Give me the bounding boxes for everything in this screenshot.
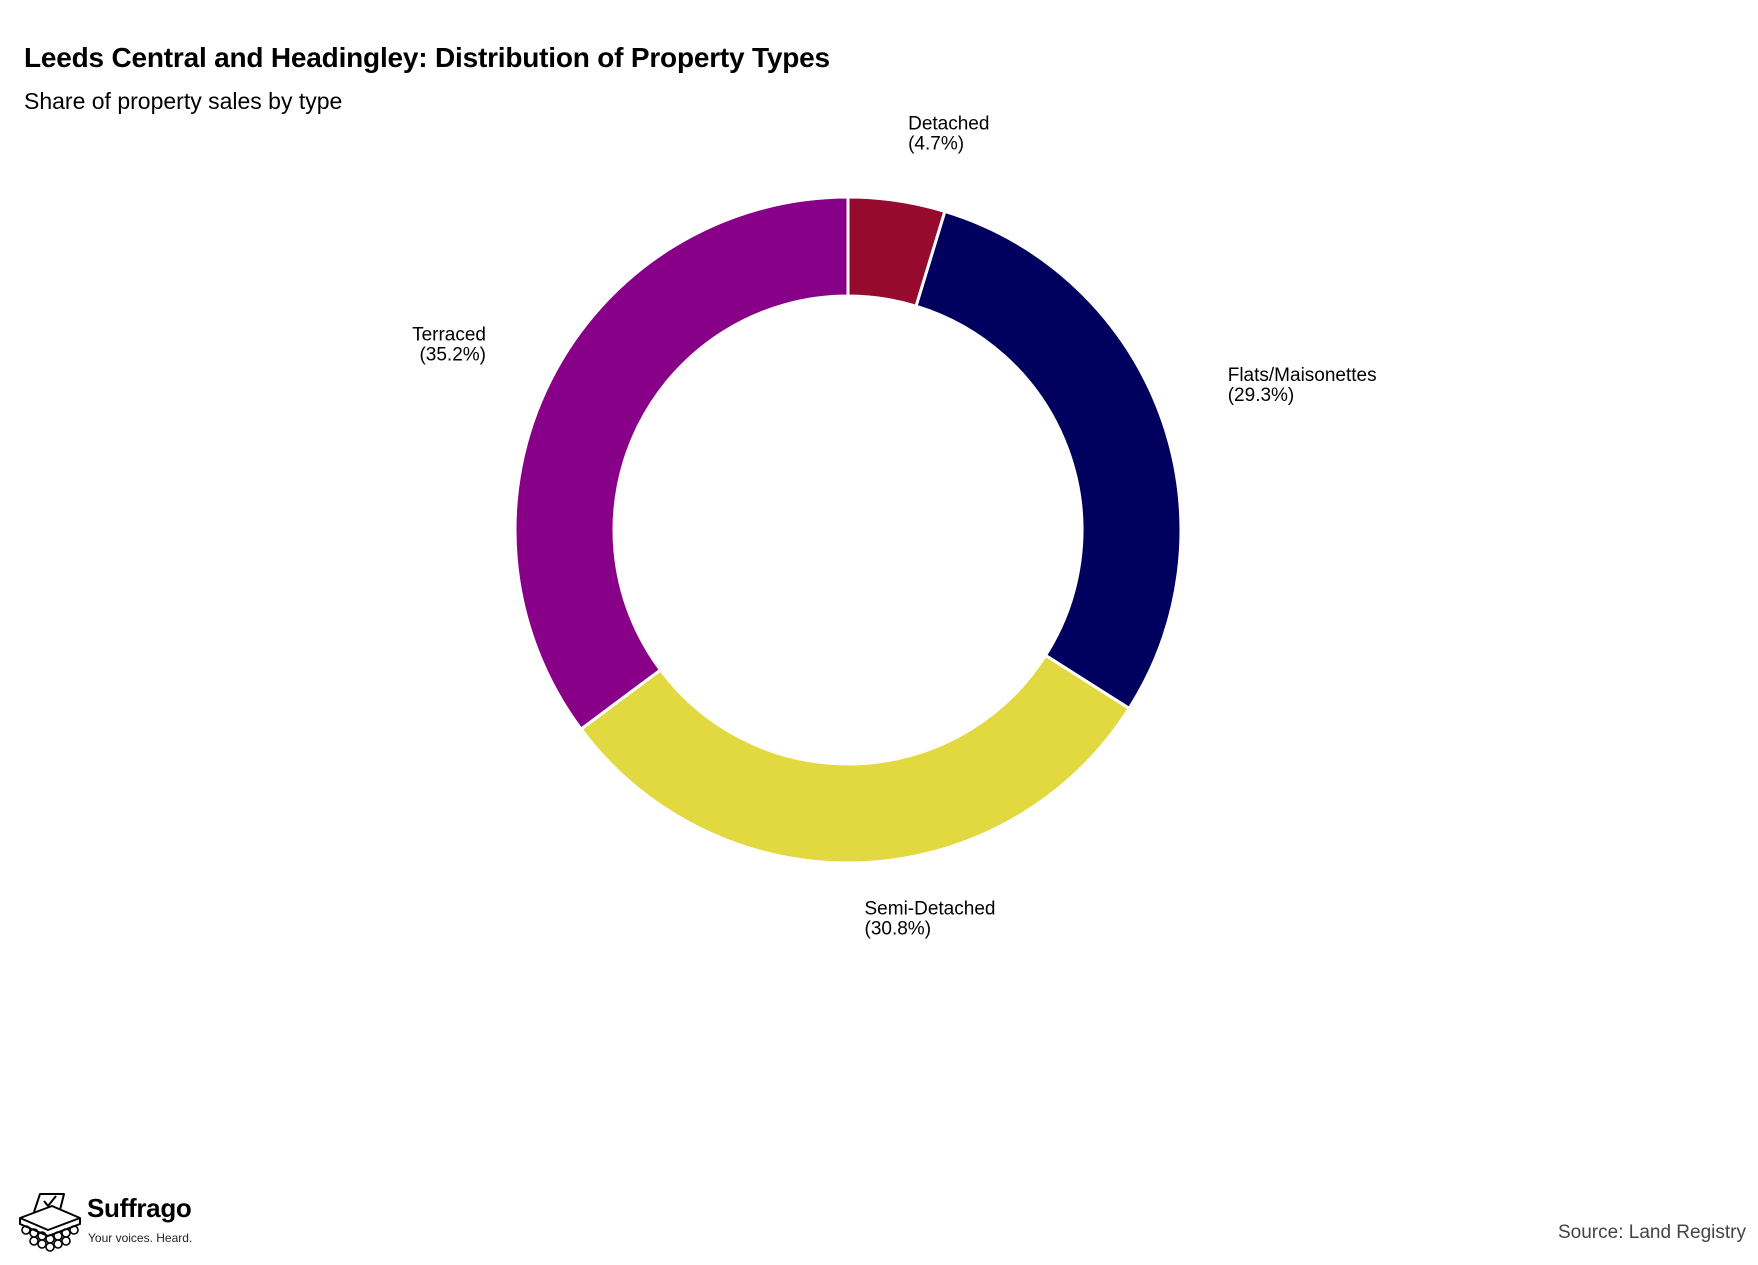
slice-label-detached: Detached (4.7%) — [908, 113, 989, 154]
slice-name: Detached — [908, 113, 989, 134]
slice-value: (4.7%) — [908, 133, 964, 154]
slice-label-semi-detached: Semi-Detached (30.8%) — [865, 899, 996, 940]
donut-slices — [513, 195, 1183, 865]
slice-value: (30.8%) — [865, 919, 932, 940]
slice-value: (35.2%) — [419, 344, 486, 365]
chart-subtitle: Share of property sales by type — [24, 88, 343, 114]
slice-flats-maisonettes — [914, 209, 1183, 711]
slice-name: Semi-Detached — [865, 899, 996, 920]
slice-label-flats-maisonettes: Flats/Maisonettes (29.3%) — [1228, 365, 1377, 406]
slice-name: Flats/Maisonettes — [1228, 365, 1377, 386]
source-note: Source: Land Registry — [1558, 1222, 1746, 1243]
chart-title: Leeds Central and Headingley: Distributi… — [24, 42, 830, 73]
slice-terraced — [513, 195, 850, 732]
brand-tagline: Your voices. Heard. — [88, 1231, 193, 1245]
slice-name: Terraced — [412, 324, 486, 345]
slice-labels: Detached (4.7%) Flats/Maisonettes (29.3%) Se… — [412, 113, 1377, 939]
suffrago-logo-icon — [19, 1193, 81, 1252]
slice-label-terraced: Terraced (35.2%) — [412, 324, 486, 365]
brand-name: Suffrago — [87, 1193, 192, 1223]
slice-value: (29.3%) — [1228, 385, 1295, 406]
slice-semi-detached — [578, 653, 1132, 865]
